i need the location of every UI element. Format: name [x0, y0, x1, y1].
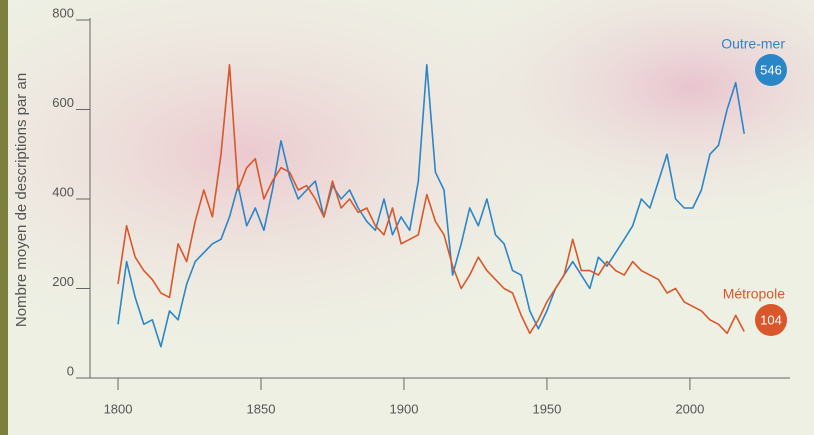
x-tick-label: 1850: [247, 401, 276, 416]
value-bubble: [755, 304, 787, 336]
y-axis-label: Nombre moyen de descriptions par an: [13, 73, 30, 327]
x-tick-label: 2000: [675, 401, 704, 416]
y-tick-label: 0: [67, 363, 74, 378]
value-label: 546: [760, 62, 782, 77]
value-bubble: [755, 54, 787, 86]
series-name: Outre-mer: [721, 36, 785, 52]
series-line: [117, 64, 745, 348]
series-line: [117, 64, 745, 335]
y-tick-label: 800: [52, 5, 74, 20]
y-tick-label: 600: [52, 95, 74, 110]
value-label: 104: [760, 312, 782, 327]
x-tick-label: 1900: [390, 401, 419, 416]
y-tick-label: 200: [52, 274, 74, 289]
x-tick-label: 1950: [532, 401, 561, 416]
x-tick-label: 1800: [104, 401, 133, 416]
side-strip: [0, 0, 8, 435]
y-tick-label: 400: [52, 184, 74, 199]
series-name: Métropole: [723, 286, 785, 302]
